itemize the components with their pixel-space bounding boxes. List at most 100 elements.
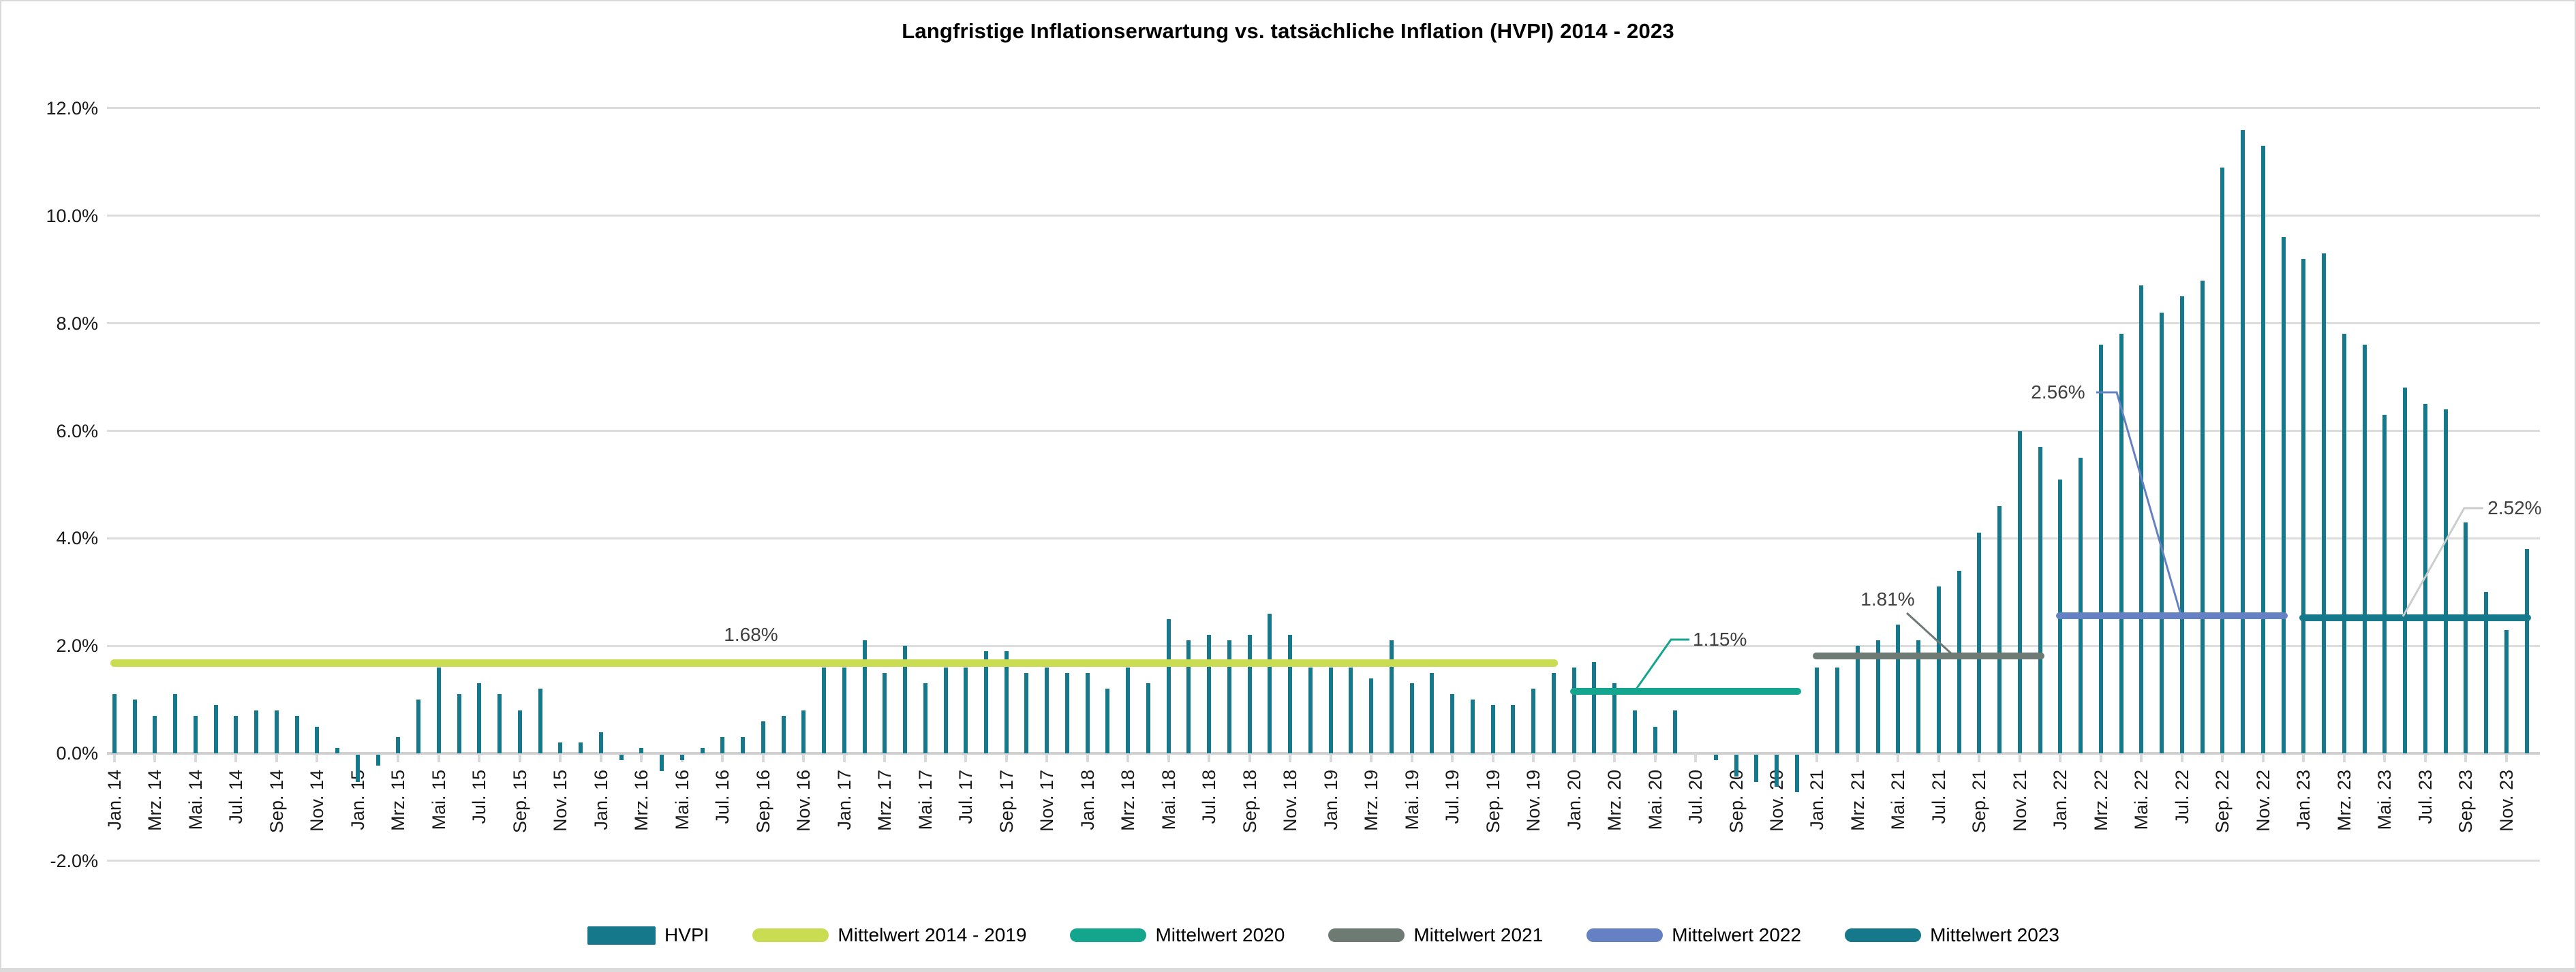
hvpi-bar	[2484, 592, 2489, 754]
x-axis-tick	[2099, 753, 2102, 763]
hvpi-bar	[315, 726, 320, 754]
x-axis-label: Mai. 16	[671, 770, 692, 830]
x-axis-tick	[478, 753, 481, 763]
x-axis-label: Nov. 22	[2252, 770, 2273, 832]
x-axis-tick	[1167, 753, 1170, 763]
x-axis-label: Sep. 18	[1239, 770, 1260, 834]
hvpi-bar	[457, 694, 461, 754]
hvpi-bar	[2423, 404, 2427, 754]
x-axis-tick	[1897, 753, 1900, 763]
hvpi-bar	[639, 748, 644, 754]
hvpi-bar	[1369, 678, 1374, 754]
hvpi-bar	[153, 715, 157, 754]
gridline	[107, 215, 2540, 217]
hvpi-bar	[1207, 635, 1212, 754]
hvpi-bar	[1815, 667, 1820, 754]
hvpi-bar	[923, 683, 927, 754]
y-axis-label: 8.0%	[56, 313, 98, 334]
hvpi-bar	[1794, 755, 1799, 793]
mean-value-annotation: 1.15%	[1693, 629, 1747, 650]
x-axis-tick	[2423, 753, 2427, 763]
x-axis-label: Jan. 14	[104, 770, 125, 830]
hvpi-bar	[1936, 586, 1941, 754]
x-axis-label: Mai. 20	[1644, 770, 1666, 830]
y-axis-label: 6.0%	[56, 420, 98, 441]
gridline	[107, 430, 2540, 433]
x-axis-tick	[153, 753, 157, 763]
hvpi-bar	[761, 721, 765, 754]
mean-line-2.52%	[2299, 614, 2531, 622]
hvpi-bar	[274, 710, 279, 754]
x-axis-label: Sep. 21	[1969, 770, 1990, 834]
x-axis-label: Jan. 21	[1807, 770, 1828, 830]
x-axis-label: Sep. 15	[509, 770, 530, 834]
x-axis-tick	[437, 753, 440, 763]
x-axis-label: Nov. 16	[793, 770, 814, 832]
hvpi-bar	[903, 646, 908, 754]
legend-line-swatch	[1845, 928, 1922, 942]
x-axis-tick	[2059, 753, 2062, 763]
x-axis-label: Sep. 17	[996, 770, 1017, 834]
x-axis-tick	[1329, 753, 1332, 763]
hvpi-bar	[2464, 522, 2468, 754]
mean-value-annotation: 2.56%	[2031, 381, 2085, 403]
hvpi-bar	[660, 755, 664, 771]
x-axis-label: Mrz. 16	[631, 770, 652, 832]
x-axis-label: Nov. 19	[1523, 770, 1544, 832]
x-axis-label: Mai. 19	[1401, 770, 1422, 830]
x-axis-tick	[923, 753, 927, 763]
x-axis-label: Mai. 15	[428, 770, 449, 830]
mean-value-annotation: 1.68%	[724, 624, 778, 645]
x-axis-label: Jan. 23	[2293, 770, 2314, 830]
legend-item: Mittelwert 2023	[1845, 924, 2059, 946]
hvpi-bar	[112, 694, 117, 754]
hvpi-bar	[1349, 667, 1353, 754]
hvpi-bar	[1490, 705, 1495, 754]
hvpi-bar	[1754, 755, 1759, 782]
hvpi-bar	[2260, 146, 2265, 754]
x-axis-tick	[2464, 753, 2468, 763]
x-axis-tick	[802, 753, 806, 763]
x-axis-label: Sep. 23	[2455, 770, 2477, 834]
hvpi-bar	[619, 755, 624, 760]
x-axis-label: Mai. 17	[915, 770, 936, 830]
hvpi-bar	[1064, 672, 1069, 754]
hvpi-bar	[2403, 388, 2408, 754]
hvpi-bar	[477, 683, 482, 754]
hvpi-bar	[1551, 672, 1556, 754]
hvpi-bar	[842, 667, 846, 754]
x-axis-label: Jan. 19	[1320, 770, 1341, 830]
x-axis-tick	[1694, 753, 1698, 763]
x-axis-label: Jul. 20	[1685, 770, 1706, 824]
x-axis-tick	[883, 753, 887, 763]
x-axis-tick	[1613, 753, 1616, 763]
hvpi-bar	[1166, 618, 1171, 754]
hvpi-bar	[294, 715, 299, 754]
hvpi-bar	[983, 651, 988, 754]
mean-line-1.81%	[1813, 653, 2044, 660]
x-axis-tick	[194, 753, 197, 763]
x-axis-label: Mrz. 23	[2333, 770, 2355, 832]
x-axis-label: Mrz. 18	[1118, 770, 1139, 832]
x-axis-label: Jul. 19	[1442, 770, 1463, 824]
x-axis-tick	[2221, 753, 2224, 763]
hvpi-bar	[1450, 694, 1455, 754]
hvpi-bar	[1997, 506, 2002, 754]
hvpi-bar	[1713, 755, 1718, 760]
hvpi-bar	[132, 700, 137, 754]
x-axis-label: Sep. 20	[1726, 770, 1747, 834]
x-axis-label: Mrz. 14	[144, 770, 166, 832]
mean-line-1.15%	[1569, 688, 1801, 695]
hvpi-bar	[1977, 533, 1982, 754]
hvpi-bar	[1004, 651, 1009, 754]
x-axis-label: Mrz. 19	[1361, 770, 1382, 832]
x-axis-label: Mrz. 17	[874, 770, 895, 832]
x-axis-tick	[2342, 753, 2346, 763]
hvpi-bar	[1673, 710, 1678, 754]
hvpi-bar	[1247, 635, 1252, 754]
mean-value-annotation: 2.52%	[2487, 497, 2542, 518]
x-axis-tick	[1572, 753, 1576, 763]
x-axis-tick	[1937, 753, 1940, 763]
hvpi-bar	[2220, 167, 2225, 754]
